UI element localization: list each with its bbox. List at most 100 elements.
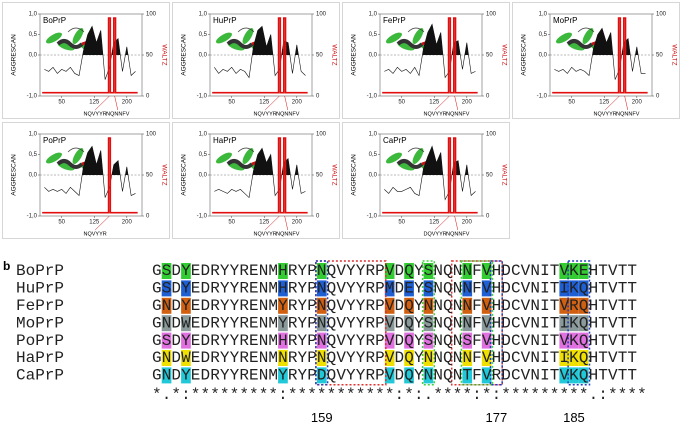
y2-axis-label: WALTZ	[500, 164, 507, 185]
helix	[72, 148, 84, 164]
x-tick-label: 50	[568, 100, 575, 106]
residue-highlight	[423, 350, 434, 366]
helix	[57, 41, 75, 51]
residue-highlight	[181, 332, 191, 349]
residue-highlight	[181, 297, 191, 314]
waltz-line	[382, 17, 478, 94]
y-tick-label: 0,5	[369, 32, 378, 38]
y-axis-label: AGGRESCAN	[181, 154, 188, 196]
sequence: GSDYEDRYYRENMHRYPNQVYYRPVDQYSNQNNFVHDCVN…	[152, 262, 637, 280]
panel-border	[172, 122, 340, 239]
residue-highlight	[423, 315, 434, 332]
waltz-line	[382, 137, 478, 214]
residue-highlight	[316, 350, 327, 366]
residue-highlight	[578, 263, 589, 279]
annotation: NQVYYR	[253, 231, 276, 237]
chart-title: PoPrP	[43, 136, 66, 145]
y-tick-label: 0,0	[369, 173, 378, 179]
residue-highlight	[578, 350, 589, 366]
residue-highlight	[404, 297, 414, 314]
residue-highlight	[161, 332, 172, 349]
aggrescan-line	[214, 25, 306, 79]
residue-highlight	[181, 367, 191, 384]
positive-area	[44, 146, 136, 175]
residue-highlight	[181, 263, 191, 279]
y2-axis-label: WALTZ	[500, 44, 507, 65]
y-tick-label: 1,0	[29, 12, 38, 18]
x-tick-label: 125	[429, 100, 440, 106]
y-tick-label: 1,0	[199, 12, 208, 18]
annotation-leader	[434, 95, 450, 111]
helix	[242, 28, 254, 44]
y-tick-label: 0,0	[199, 53, 208, 59]
loop	[577, 27, 595, 33]
helix	[216, 32, 232, 44]
y2-tick-label: 50	[146, 53, 153, 59]
residue-highlight	[161, 297, 172, 314]
y2-tick-label: 100	[316, 132, 327, 138]
x-tick-label: 200	[292, 100, 303, 106]
residue-highlight	[569, 263, 579, 279]
residue-highlight	[462, 263, 473, 279]
residue-highlight	[578, 297, 589, 314]
y-tick-label: -1,0	[197, 214, 208, 220]
annotation: NQNNFV	[616, 111, 640, 117]
y2-axis-label: WALTZ	[160, 164, 167, 185]
y2-tick-label: 50	[656, 53, 663, 59]
y2-tick-label: 100	[486, 12, 497, 18]
helix	[412, 148, 424, 164]
y-tick-label: 0,0	[199, 173, 208, 179]
residue-highlight	[404, 332, 414, 349]
aggrescan-line	[384, 23, 476, 79]
annotation: NQVYYR	[253, 111, 276, 117]
y-tick-label: -1,0	[537, 94, 548, 100]
waltz-line	[552, 17, 648, 94]
x-tick-label: 50	[228, 100, 235, 106]
residue-highlight	[181, 315, 191, 332]
x-tick-label: 200	[292, 220, 303, 226]
y-axis-label: AGGRESCAN	[11, 154, 18, 196]
x-tick-label: 125	[429, 220, 440, 226]
region-box	[315, 260, 329, 386]
helix	[386, 32, 402, 44]
residue-highlight	[278, 297, 288, 314]
y-tick-label: -1,0	[367, 94, 378, 100]
chart-panel: PoPrP AGGRESCAN WALTZ -1,0 0,0 0,5 1,0 0 50 100 50…	[2, 122, 170, 239]
y2-tick-label: 100	[656, 12, 667, 18]
annotation-leader	[114, 95, 119, 111]
conservation: *.*:*********:***********:*:.****:*:****…	[152, 386, 647, 404]
sequence: GNDYEDRYYRENMYRYPNQVYYRPVDQYNNQNNFVHDCVN…	[152, 297, 637, 315]
y-tick-label: 0,0	[539, 53, 548, 59]
residue-highlight	[316, 332, 327, 349]
helix-core	[56, 39, 84, 49]
y2-tick-label: 50	[146, 173, 153, 179]
residue-highlight	[462, 297, 473, 314]
residue-highlight	[404, 263, 414, 279]
residue-highlight	[481, 263, 492, 279]
chart-panel: HaPrP AGGRESCAN WALTZ -1,0 0,0 0,5 1,0 0 50 100 50…	[172, 122, 340, 239]
residue-highlight	[569, 280, 579, 297]
annotation: NQVYYR	[423, 111, 446, 117]
aggrescan-line	[554, 27, 646, 80]
chart-panel: HuPrP AGGRESCAN WALTZ -1,0 0,0 0,5 1,0 0 50 100 50…	[172, 2, 340, 119]
residue-highlight	[578, 367, 589, 384]
x-tick-label: 125	[89, 100, 100, 106]
helix-core	[226, 159, 254, 169]
residue-highlight	[578, 315, 589, 332]
y-tick-label: -1,0	[27, 94, 38, 100]
y2-tick-label: 0	[316, 214, 320, 220]
helix	[386, 152, 402, 164]
annotation-leader	[454, 95, 459, 111]
x-tick-label: 200	[122, 100, 133, 106]
positive-area	[214, 148, 306, 175]
positive-area	[384, 24, 476, 55]
residue-highlight	[181, 280, 191, 297]
annotation: NQNNFV	[276, 111, 300, 117]
y-tick-label: 0,0	[29, 173, 38, 179]
y2-axis-label: WALTZ	[160, 44, 167, 65]
panel-border	[2, 2, 170, 119]
species-name: HuPrP	[16, 280, 64, 298]
x-tick-label: 125	[89, 220, 100, 226]
sequence: GNDYEDRYYRENMYRYPDQVYYRPVDQYNNQNTFVRDCVN…	[152, 367, 637, 385]
residue-highlight	[423, 332, 434, 349]
